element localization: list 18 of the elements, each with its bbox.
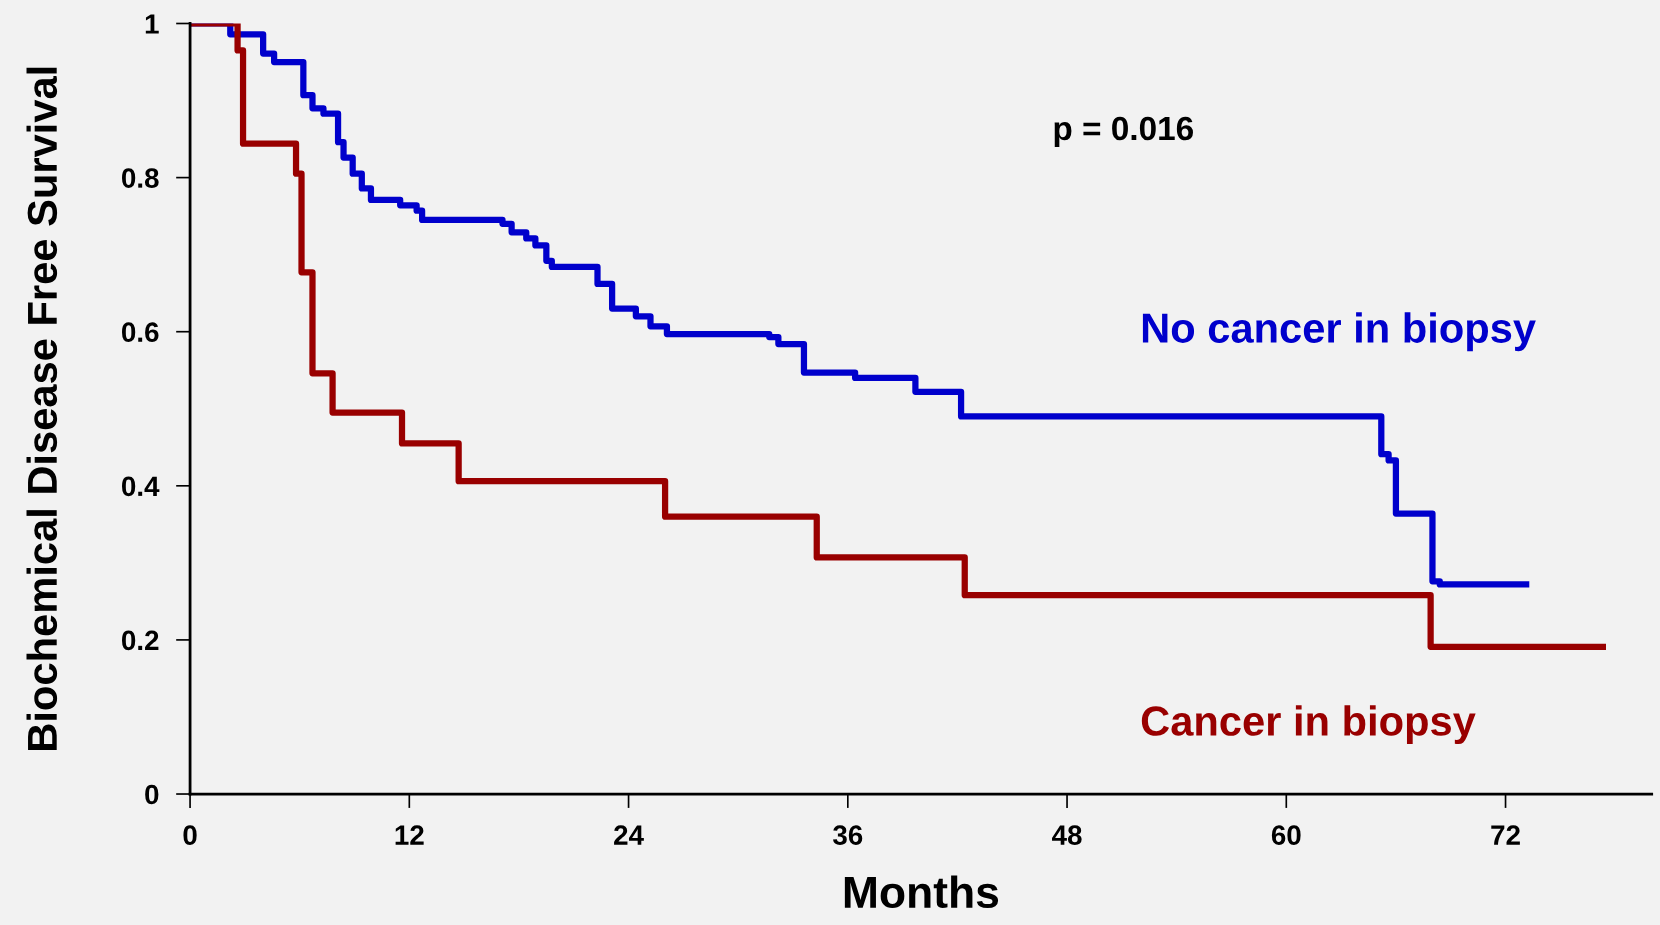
y-tick-label: 0.6 bbox=[122, 322, 159, 343]
x-tick-label: 0 bbox=[183, 825, 197, 845]
x-axis-title: Months bbox=[844, 875, 999, 909]
y-tick-label: 0.2 bbox=[122, 630, 159, 651]
y-tick-label: 1 bbox=[145, 14, 159, 34]
x-tick-label: 12 bbox=[395, 825, 424, 845]
y-tick-label: 0.8 bbox=[122, 168, 159, 188]
annotation: p = 0.016 bbox=[1054, 116, 1193, 147]
x-tick-label: 36 bbox=[832, 825, 863, 846]
x-tick-label: 48 bbox=[1052, 825, 1082, 845]
y-tick-label: 0.4 bbox=[122, 476, 160, 497]
x-tick-label: 60 bbox=[1271, 825, 1301, 845]
series-label: Cancer in biopsy bbox=[1141, 705, 1476, 745]
y-tick-label: 0 bbox=[145, 784, 159, 805]
x-tick-label: 72 bbox=[1491, 825, 1520, 845]
series-label: No cancer in biopsy bbox=[1142, 312, 1536, 352]
x-tick-label: 24 bbox=[614, 825, 644, 845]
y-axis-title: Biochemical Disease Free Survival bbox=[26, 67, 58, 750]
